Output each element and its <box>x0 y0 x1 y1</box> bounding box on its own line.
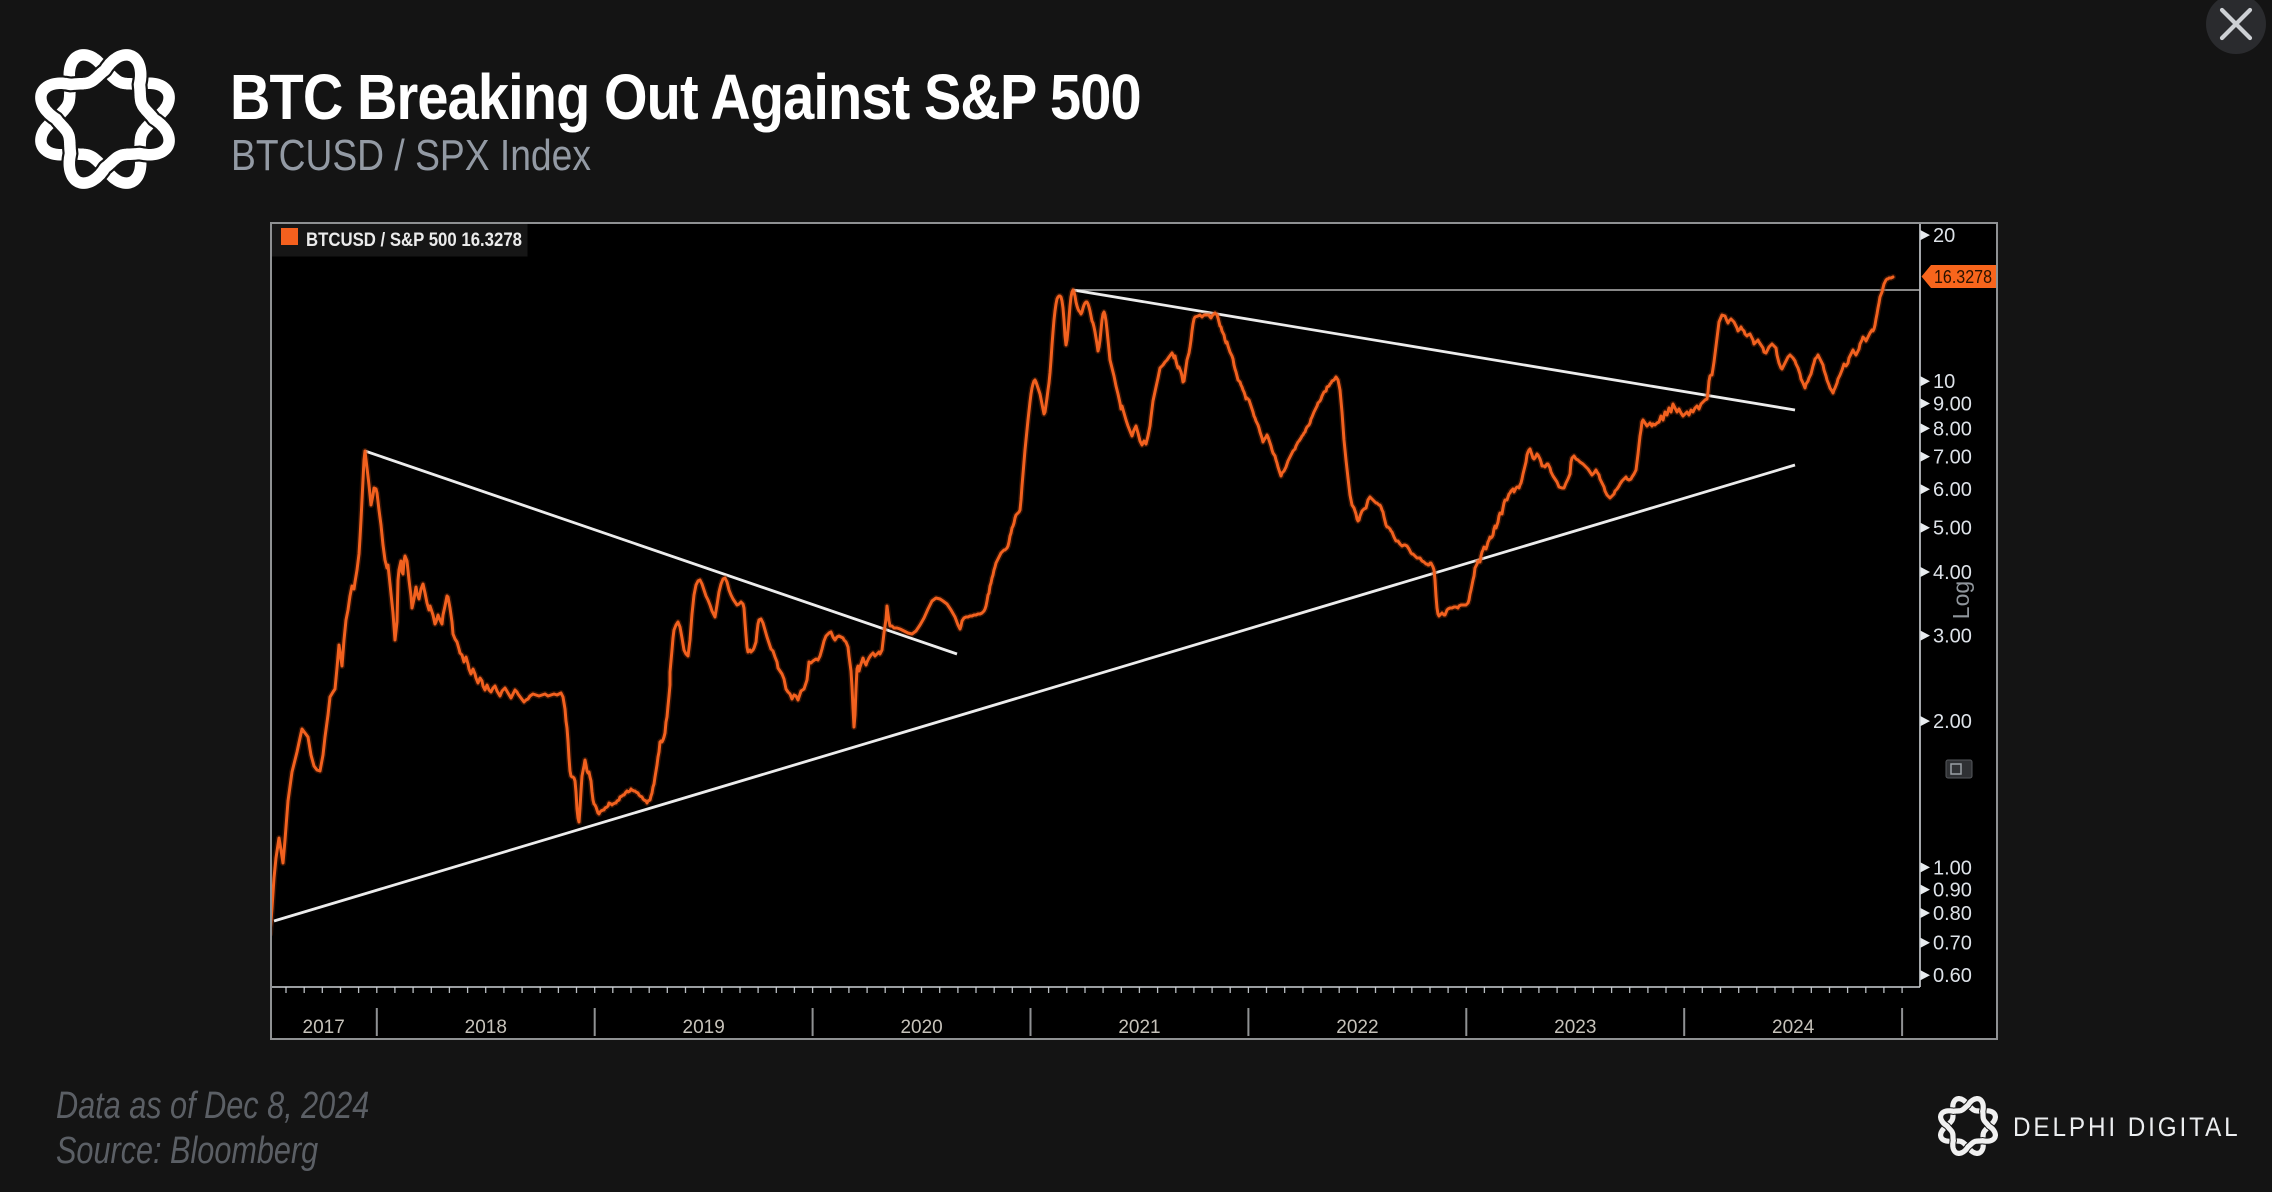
svg-text:2.00: 2.00 <box>1933 711 1972 733</box>
svg-text:6.00: 6.00 <box>1933 479 1972 501</box>
svg-text:0.70: 0.70 <box>1933 933 1972 955</box>
svg-text:2021: 2021 <box>1118 1017 1160 1038</box>
svg-text:9.00: 9.00 <box>1933 394 1972 416</box>
svg-text:0.60: 0.60 <box>1933 965 1972 987</box>
svg-text:3.00: 3.00 <box>1933 626 1972 648</box>
svg-text:2020: 2020 <box>900 1017 942 1038</box>
svg-text:BTCUSD / S&P 500 16.3278: BTCUSD / S&P 500 16.3278 <box>306 230 522 251</box>
svg-text:2018: 2018 <box>465 1017 507 1038</box>
svg-text:5.00: 5.00 <box>1933 518 1972 540</box>
svg-text:2023: 2023 <box>1554 1017 1596 1038</box>
svg-text:4.00: 4.00 <box>1933 562 1972 584</box>
svg-text:20: 20 <box>1933 225 1955 247</box>
svg-text:10: 10 <box>1933 371 1955 393</box>
svg-text:7.00: 7.00 <box>1933 447 1972 469</box>
svg-text:2022: 2022 <box>1336 1017 1378 1038</box>
svg-text:0.90: 0.90 <box>1933 880 1972 902</box>
svg-text:16.3278: 16.3278 <box>1934 267 1992 287</box>
svg-text:8.00: 8.00 <box>1933 418 1972 440</box>
svg-text:1.00: 1.00 <box>1933 857 1972 879</box>
svg-text:2017: 2017 <box>303 1017 345 1038</box>
svg-text:2024: 2024 <box>1772 1017 1815 1038</box>
svg-text:0.80: 0.80 <box>1933 903 1972 925</box>
svg-text:Log: Log <box>1948 581 1974 619</box>
svg-text:2019: 2019 <box>683 1017 725 1038</box>
